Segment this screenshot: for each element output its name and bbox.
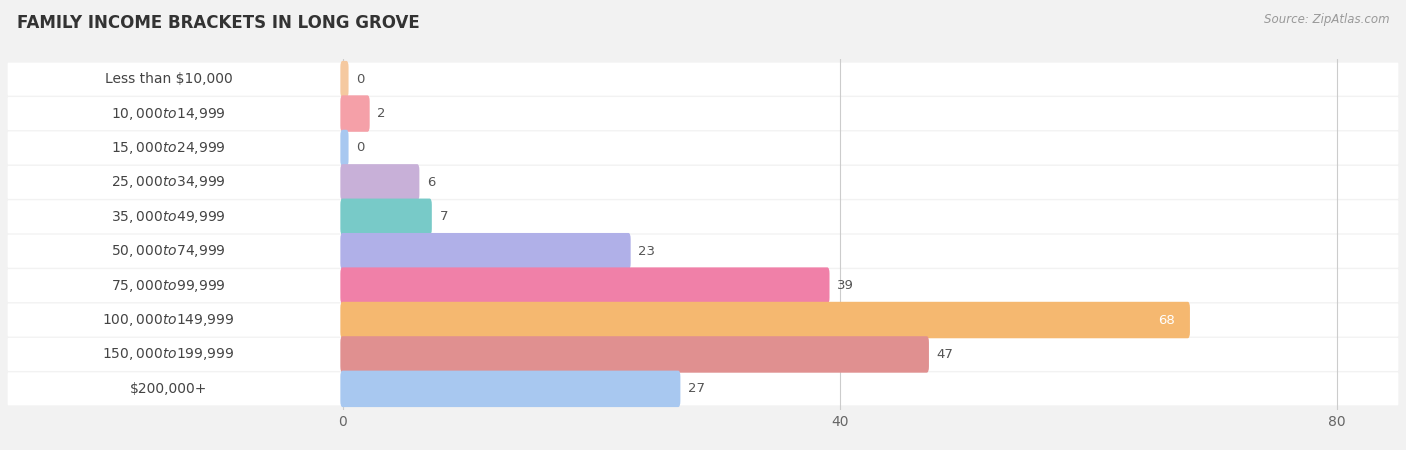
FancyBboxPatch shape	[340, 95, 370, 132]
FancyBboxPatch shape	[11, 64, 325, 94]
Text: 7: 7	[440, 210, 449, 223]
FancyBboxPatch shape	[340, 336, 929, 373]
FancyBboxPatch shape	[340, 130, 349, 166]
FancyBboxPatch shape	[7, 131, 1399, 165]
FancyBboxPatch shape	[7, 235, 1399, 268]
Text: 6: 6	[427, 176, 436, 189]
FancyBboxPatch shape	[340, 267, 830, 304]
FancyBboxPatch shape	[11, 270, 325, 301]
FancyBboxPatch shape	[7, 200, 1399, 233]
Text: 0: 0	[356, 72, 364, 86]
FancyBboxPatch shape	[7, 269, 1399, 302]
FancyBboxPatch shape	[11, 305, 325, 335]
Text: Less than $10,000: Less than $10,000	[104, 72, 232, 86]
FancyBboxPatch shape	[7, 338, 1399, 371]
Text: $25,000 to $34,999: $25,000 to $34,999	[111, 175, 226, 190]
FancyBboxPatch shape	[340, 164, 419, 201]
Text: $35,000 to $49,999: $35,000 to $49,999	[111, 209, 226, 225]
Text: 39: 39	[837, 279, 853, 292]
FancyBboxPatch shape	[11, 99, 325, 129]
Text: 23: 23	[638, 245, 655, 258]
FancyBboxPatch shape	[340, 198, 432, 235]
Text: $75,000 to $99,999: $75,000 to $99,999	[111, 278, 226, 293]
FancyBboxPatch shape	[7, 166, 1399, 199]
Text: $15,000 to $24,999: $15,000 to $24,999	[111, 140, 226, 156]
FancyBboxPatch shape	[11, 339, 325, 369]
Text: 0: 0	[356, 141, 364, 154]
Text: 47: 47	[936, 348, 953, 361]
FancyBboxPatch shape	[340, 233, 631, 270]
FancyBboxPatch shape	[11, 374, 325, 404]
FancyBboxPatch shape	[7, 97, 1399, 130]
Text: $10,000 to $14,999: $10,000 to $14,999	[111, 106, 226, 122]
Text: 27: 27	[688, 382, 704, 396]
Text: $200,000+: $200,000+	[129, 382, 207, 396]
FancyBboxPatch shape	[7, 63, 1399, 96]
Text: $100,000 to $149,999: $100,000 to $149,999	[103, 312, 235, 328]
FancyBboxPatch shape	[11, 202, 325, 232]
FancyBboxPatch shape	[7, 372, 1399, 405]
FancyBboxPatch shape	[340, 61, 349, 97]
FancyBboxPatch shape	[11, 236, 325, 266]
FancyBboxPatch shape	[11, 133, 325, 163]
Text: FAMILY INCOME BRACKETS IN LONG GROVE: FAMILY INCOME BRACKETS IN LONG GROVE	[17, 14, 419, 32]
Text: $50,000 to $74,999: $50,000 to $74,999	[111, 243, 226, 259]
FancyBboxPatch shape	[340, 371, 681, 407]
FancyBboxPatch shape	[340, 302, 1189, 338]
Text: Source: ZipAtlas.com: Source: ZipAtlas.com	[1264, 14, 1389, 27]
FancyBboxPatch shape	[7, 303, 1399, 337]
Text: 68: 68	[1159, 314, 1175, 327]
Text: 2: 2	[377, 107, 385, 120]
FancyBboxPatch shape	[11, 167, 325, 198]
Text: $150,000 to $199,999: $150,000 to $199,999	[103, 346, 235, 362]
